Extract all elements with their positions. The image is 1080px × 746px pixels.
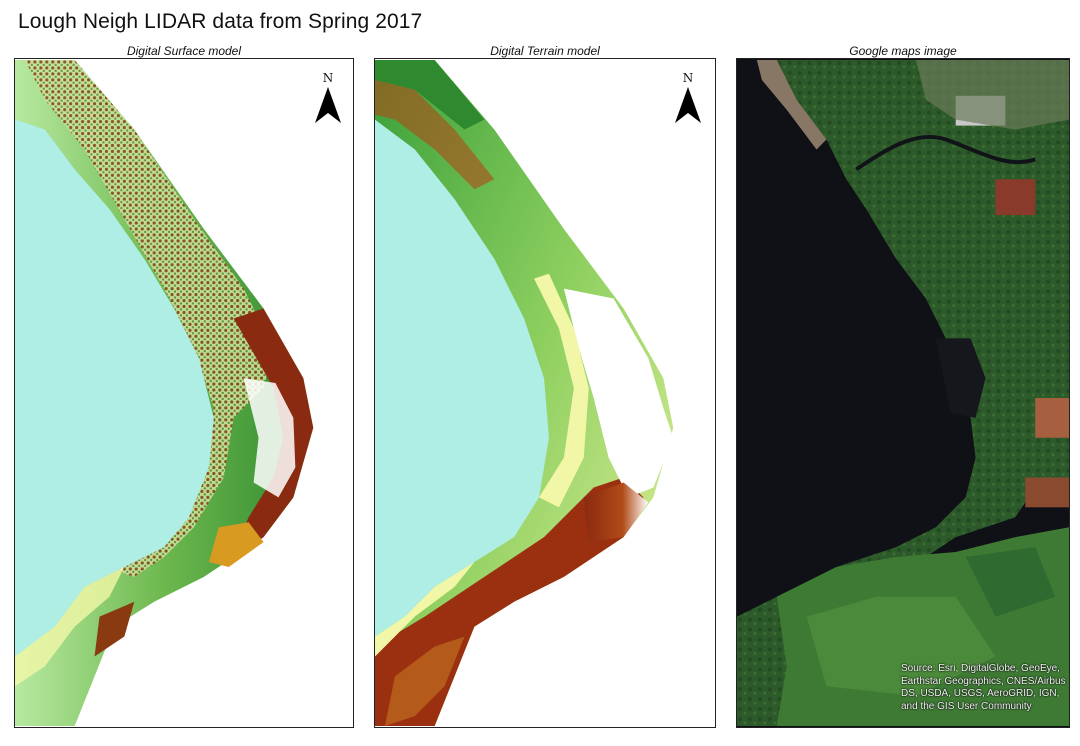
panel-title-satellite: Google maps image: [849, 44, 957, 58]
north-arrow: N: [313, 71, 343, 131]
dsm-map-frame[interactable]: N: [14, 58, 354, 728]
north-letter: N: [322, 71, 334, 85]
panel-title-dtm: Digital Terrain model: [490, 44, 600, 58]
map-title: Lough Neigh LIDAR data from Spring 2017: [18, 10, 423, 33]
dsm-map: [15, 59, 314, 727]
dtm-map-frame[interactable]: N: [374, 58, 716, 728]
panel-title-dsm: Digital Surface model: [126, 44, 242, 58]
satellite-image: [737, 60, 1069, 726]
satellite-map-frame[interactable]: Source: Esri, DigitalGlobe, GeoEye, Eart…: [736, 58, 1070, 728]
north-arrow: N: [673, 71, 703, 131]
north-letter: N: [682, 71, 694, 85]
dtm-map: [375, 59, 674, 727]
north-arrow-icon: [675, 87, 701, 123]
north-arrow-icon: [315, 87, 341, 123]
imagery-attribution: Source: Esri, DigitalGlobe, GeoEye, Eart…: [901, 663, 1066, 712]
